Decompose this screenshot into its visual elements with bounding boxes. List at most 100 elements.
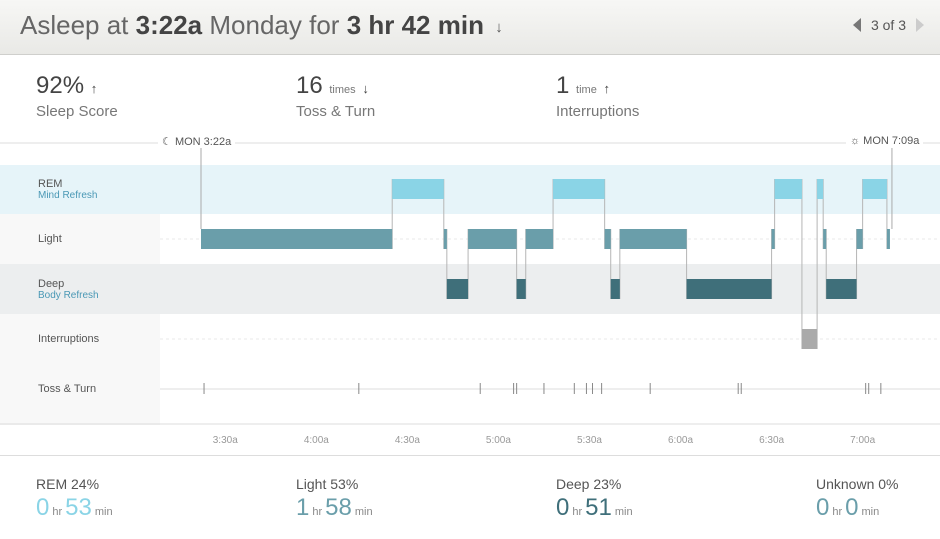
stat-label: Interruptions (556, 103, 640, 120)
row-title: Light (38, 233, 62, 245)
trend-up-icon: ↑ (603, 81, 610, 96)
time-tick-label: 3:30a (213, 435, 238, 446)
sleep-stage-chart: 3:30a 4:00a 4:30a 5:00a 5:30a 6:00a 6:30a 7:00a… (0, 130, 940, 455)
next-arrow-icon[interactable] (916, 18, 924, 32)
hr-unit: hr (52, 506, 63, 518)
row-subtitle: Mind Refresh (38, 190, 98, 201)
deep-bar (686, 279, 772, 299)
summary-value: 0 hr 0 min (816, 494, 899, 522)
summary-minutes: 58 (325, 494, 352, 521)
min-unit: min (861, 506, 880, 518)
time-tick-label: 7:00a (850, 435, 875, 446)
hr-unit: hr (832, 506, 843, 518)
summary-hours: 1 (296, 494, 310, 521)
deep-bar (826, 279, 857, 299)
light-bar (468, 229, 517, 249)
end-marker: ☼ MON 7:09a (846, 135, 924, 147)
light-bar (604, 229, 611, 249)
duration-dropdown-icon[interactable]: ↓ (495, 18, 503, 36)
pager-count: 3 of 3 (870, 17, 906, 33)
summary-minutes: 0 (845, 494, 859, 521)
rem-bar (774, 179, 802, 199)
summary-deep: Deep 23% 0 hr 51 min (556, 476, 636, 522)
min-unit: min (354, 506, 373, 518)
hr-unit: hr (572, 506, 583, 518)
row-label-toss-turn: Toss & Turn (38, 383, 96, 395)
trend-up-icon: ↑ (90, 81, 98, 96)
summary-label: REM 24% (36, 476, 100, 492)
duration[interactable]: 3 hr 42 min (346, 10, 484, 40)
hypnogram-svg: 3:30a 4:00a 4:30a 5:00a 5:30a 6:00a 6:30a 7:00a (0, 142, 940, 446)
stat-label: Sleep Score (36, 103, 118, 120)
summary-label: Deep 23% (556, 476, 622, 492)
deep-bar (610, 279, 620, 299)
row-title: Interruptions (38, 333, 100, 345)
stat-value: 92% (36, 72, 85, 99)
light-bar (771, 229, 775, 249)
hr-unit: hr (312, 506, 323, 518)
light-bar (619, 229, 687, 249)
rem-bar (392, 179, 444, 199)
title-prefix: Asleep at (20, 10, 129, 40)
row-subtitle: Body Refresh (38, 290, 99, 301)
for-word: for (309, 10, 340, 40)
light-bar (823, 229, 827, 249)
row-label-interruptions: Interruptions (38, 333, 99, 345)
rem-bar (817, 179, 824, 199)
deep-bar (516, 279, 526, 299)
summary-minutes: 53 (65, 494, 92, 521)
interruption-bar (801, 329, 818, 349)
light-bar (443, 229, 447, 249)
time-tick-label: 5:30a (577, 435, 602, 446)
pager: 3 of 3 (852, 17, 924, 33)
row-title: REM (38, 178, 63, 190)
stat-unit: time (576, 84, 597, 96)
end-marker-label: MON 7:09a (863, 135, 920, 147)
stat-label: Toss & Turn (296, 103, 376, 120)
time-tick-label: 6:30a (759, 435, 784, 446)
sun-icon: ☼ (850, 135, 861, 147)
summary-hours: 0 (556, 494, 570, 521)
rem-bar (862, 179, 887, 199)
stage-summary: REM 24% 0 hr 53 min Light 53% 1 hr 58 min Deep… (0, 455, 940, 539)
summary-unknown: Unknown 0% 0 hr 0 min (816, 476, 899, 522)
deep-bar (446, 279, 469, 299)
deep-band (0, 264, 940, 314)
min-unit: min (94, 506, 113, 518)
summary-rem: REM 24% 0 hr 53 min (36, 476, 116, 522)
summary-hours: 0 (816, 494, 830, 521)
stat-interruptions: 1 time ↑ Interruptions (556, 72, 639, 120)
stat-sleep-score: 92% ↑ Sleep Score (36, 72, 118, 120)
min-unit: min (614, 506, 633, 518)
prev-arrow-icon[interactable] (852, 18, 861, 32)
time-tick-label: 4:30a (395, 435, 420, 446)
start-marker: ☾ MON 3:22a (158, 135, 236, 148)
summary-light: Light 53% 1 hr 58 min (296, 476, 376, 522)
start-marker-label: MON 3:22a (174, 136, 232, 148)
trend-down-icon: ↓ (362, 81, 369, 96)
stat-value: 16 (296, 72, 323, 99)
row-title: Deep (38, 278, 65, 290)
time-tick-label: 6:00a (668, 435, 693, 446)
row-label-rem: REM Mind Refresh (38, 178, 97, 202)
summary-minutes: 51 (585, 494, 612, 521)
time-tick-label: 4:00a (304, 435, 329, 446)
row-label-light: Light (38, 233, 62, 245)
sleep-header: Asleep at 3:22a Monday for 3 hr 42 min ↓… (0, 0, 940, 55)
light-bar (201, 229, 393, 249)
summary-label: Unknown 0% (816, 476, 899, 492)
day-label: Monday (209, 10, 302, 40)
summary-value: 0 hr 53 min (36, 494, 116, 522)
stat-unit: times (329, 84, 356, 96)
stat-toss-turn: 16 times ↓ Toss & Turn (296, 72, 375, 120)
stats-row: 92% ↑ Sleep Score 16 times ↓ Toss & Turn… (0, 56, 940, 141)
light-bar (525, 229, 554, 249)
start-time: 3:22a (135, 10, 203, 40)
light-bar (856, 229, 863, 249)
rem-bar (553, 179, 605, 199)
summary-value: 1 hr 58 min (296, 494, 376, 522)
summary-value: 0 hr 51 min (556, 494, 636, 522)
light-bar (886, 229, 890, 249)
row-label-deep: Deep Body Refresh (38, 278, 99, 302)
time-tick-label: 5:00a (486, 435, 511, 446)
